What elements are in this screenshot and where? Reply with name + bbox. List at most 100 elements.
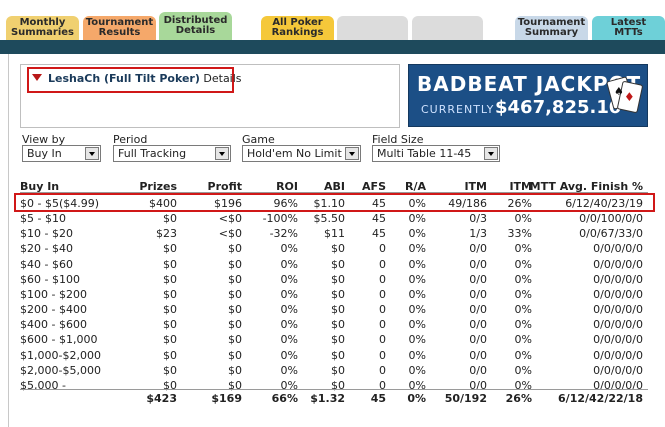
- cell-prizes: $0: [163, 333, 177, 346]
- column-header-itm-count[interactable]: ITM: [464, 180, 487, 193]
- tab-label-line2: Summary: [524, 27, 579, 38]
- cell-mtt-avg-finish: 0/0/0/0/0: [593, 303, 643, 316]
- chevron-down-icon[interactable]: [85, 147, 99, 160]
- cell-mtt-avg-finish: 0/0/0/0/0: [593, 258, 643, 271]
- jackpot-currently-label: CURRENTLY: [421, 103, 495, 116]
- totals-divider: [20, 389, 648, 390]
- cell-profit: $0: [228, 273, 242, 286]
- tab-monthly-summaries[interactable]: Monthly Summaries: [6, 16, 79, 40]
- cell-itm-count: 0/0: [469, 303, 487, 316]
- column-header-buy-in[interactable]: Buy In: [20, 180, 60, 193]
- cell-roi: 0%: [280, 364, 298, 377]
- cell-profit: $0: [228, 258, 242, 271]
- field-size-select[interactable]: Multi Table 11-45: [372, 145, 500, 162]
- chevron-down-icon[interactable]: [345, 147, 359, 160]
- chevron-down-icon[interactable]: [215, 147, 229, 160]
- chevron-down-icon[interactable]: [484, 147, 498, 160]
- cell-abi: $11: [324, 227, 345, 240]
- cell-abi: $5.50: [313, 212, 346, 225]
- cell-roi: 0%: [280, 379, 298, 392]
- cell-mtt-avg-finish: 0/0/67/33/0: [579, 227, 643, 240]
- cell-afs: 0: [379, 349, 386, 362]
- cell-abi: $0: [331, 379, 345, 392]
- tab-label-line2: Results: [98, 27, 141, 38]
- cell-profit: $0: [228, 303, 242, 316]
- cell-profit: $0: [228, 364, 242, 377]
- total-itm-count: 50/192: [444, 392, 487, 405]
- tab-label-line1: Tournament: [517, 17, 586, 28]
- cell-roi: 96%: [273, 197, 298, 210]
- tab-label-line1: All Poker: [272, 17, 323, 28]
- tab-blank[interactable]: [412, 16, 483, 40]
- period-select[interactable]: Full Tracking: [113, 145, 231, 162]
- tab-distributed-details[interactable]: Distributed Details: [159, 12, 232, 40]
- cell-itm-count: 0/3: [469, 212, 487, 225]
- row-highlight-frame: [14, 193, 655, 212]
- column-header-ra[interactable]: R/A: [404, 180, 426, 193]
- cell-itm-pct: 0%: [514, 349, 532, 362]
- cell-itm-pct: 0%: [514, 258, 532, 271]
- player-details-label: Details: [203, 72, 242, 85]
- cell-afs: 0: [379, 333, 386, 346]
- total-itm-pct: 26%: [505, 392, 532, 405]
- cell-ra: 0%: [408, 318, 426, 331]
- tab-all-poker-rankings[interactable]: All Poker Rankings: [261, 16, 334, 40]
- column-header-roi[interactable]: ROI: [276, 180, 298, 193]
- cell-ra: 0%: [408, 212, 426, 225]
- cell-prizes: $0: [163, 273, 177, 286]
- cell-roi: 0%: [280, 349, 298, 362]
- tab-label-line1: Tournament: [85, 17, 154, 28]
- cell-buy-in: $100 - $200: [20, 288, 87, 301]
- cell-abi: $0: [331, 364, 345, 377]
- cell-abi: $0: [331, 273, 345, 286]
- cell-itm-pct: 0%: [514, 379, 532, 392]
- cell-prizes: $23: [156, 227, 177, 240]
- tab-latest-mtts[interactable]: Latest MTTs: [592, 16, 665, 40]
- cell-buy-in: $600 - $1,000: [20, 333, 98, 346]
- cell-itm-count: 0/0: [469, 318, 487, 331]
- tab-blank[interactable]: [337, 16, 408, 40]
- game-select[interactable]: Hold'em No Limit: [242, 145, 361, 162]
- column-header-prizes[interactable]: Prizes: [139, 180, 177, 193]
- cell-itm-pct: 0%: [514, 288, 532, 301]
- cell-itm-pct: 26%: [507, 197, 532, 210]
- cell-itm-pct: 0%: [514, 242, 532, 255]
- tab-tournament-results[interactable]: Tournament Results: [83, 16, 156, 40]
- column-header-itm-pct[interactable]: ITM: [509, 180, 532, 193]
- cell-itm-count: 0/0: [469, 288, 487, 301]
- cell-ra: 0%: [408, 364, 426, 377]
- cell-afs: 0: [379, 303, 386, 316]
- badbeat-jackpot-banner[interactable]: BADBEAT JACKPOT CURRENTLY $467,825.10 ♦ …: [408, 64, 648, 127]
- cell-afs: 0: [379, 258, 386, 271]
- cell-buy-in: $60 - $100: [20, 273, 80, 286]
- cell-prizes: $0: [163, 303, 177, 316]
- cell-prizes: $400: [149, 197, 177, 210]
- cell-prizes: $0: [163, 318, 177, 331]
- column-header-afs[interactable]: AFS: [362, 180, 386, 193]
- cell-itm-count: 0/0: [469, 349, 487, 362]
- cell-profit: $0: [228, 379, 242, 392]
- column-header-profit[interactable]: Profit: [207, 180, 242, 193]
- tab-tournament-summary[interactable]: Tournament Summary: [515, 16, 588, 40]
- cell-ra: 0%: [408, 258, 426, 271]
- cell-itm-count: 0/0: [469, 273, 487, 286]
- view-by-select[interactable]: Buy In: [22, 145, 101, 162]
- cell-ra: 0%: [408, 303, 426, 316]
- header-divider: [20, 192, 648, 193]
- cell-ra: 0%: [408, 288, 426, 301]
- cell-abi: $0: [331, 303, 345, 316]
- cell-mtt-avg-finish: 0/0/100/0/0: [579, 212, 643, 225]
- collapse-triangle-icon[interactable]: [32, 74, 42, 81]
- cell-buy-in: $40 - $60: [20, 258, 73, 271]
- cell-itm-count: 1/3: [469, 227, 487, 240]
- player-name[interactable]: LeshaCh (Full Tilt Poker): [48, 72, 200, 85]
- total-mtt-avg-finish: 6/12/42/22/18: [558, 392, 643, 405]
- column-header-abi[interactable]: ABI: [324, 180, 345, 193]
- tab-label-line1: Distributed: [163, 15, 228, 26]
- cell-abi: $0: [331, 349, 345, 362]
- cell-prizes: $0: [163, 349, 177, 362]
- column-header-mtt-avg-finish[interactable]: MTT Avg. Finish %: [529, 180, 643, 193]
- cell-ra: 0%: [408, 333, 426, 346]
- cell-afs: 0: [379, 318, 386, 331]
- cell-prizes: $0: [163, 242, 177, 255]
